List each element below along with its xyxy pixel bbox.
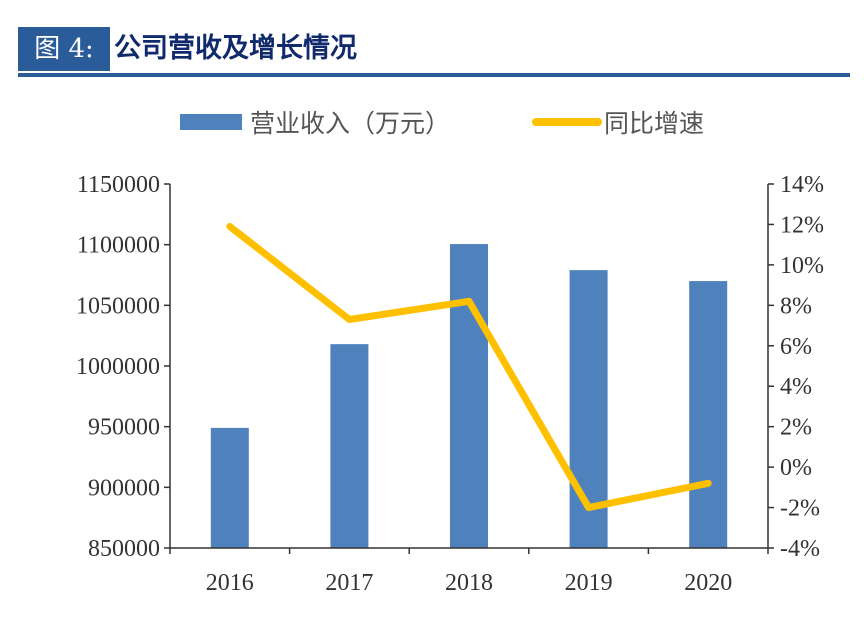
x-tick-label: 2019 bbox=[565, 570, 613, 596]
legend-label-revenue: 营业收入（万元） bbox=[250, 109, 450, 138]
bar-2017 bbox=[330, 344, 369, 548]
right-tick-label: 14% bbox=[780, 172, 824, 198]
left-tick-label: 850000 bbox=[88, 536, 160, 562]
title-divider bbox=[18, 73, 850, 77]
right-tick-label: -2% bbox=[780, 496, 820, 522]
legend-label-growth: 同比增速 bbox=[604, 109, 704, 138]
right-tick-label: 12% bbox=[780, 212, 824, 238]
legend: 营业收入（万元） 同比增速 bbox=[180, 109, 704, 138]
bar-2020 bbox=[689, 281, 728, 548]
right-tick-label: -4% bbox=[780, 536, 820, 562]
x-tick-label: 2020 bbox=[684, 570, 732, 596]
left-tick-label: 950000 bbox=[88, 415, 160, 441]
x-tick-label: 2016 bbox=[206, 570, 254, 596]
left-tick-label: 1150000 bbox=[77, 172, 160, 198]
x-tick-label: 2018 bbox=[445, 570, 493, 596]
legend-swatch-bar bbox=[180, 114, 242, 130]
bar-2018 bbox=[450, 244, 488, 548]
left-tick-label: 1000000 bbox=[76, 354, 160, 380]
chart-title: 公司营收及增长情况 bbox=[114, 33, 357, 64]
x-tick-label: 2017 bbox=[325, 570, 373, 596]
right-tick-label: 10% bbox=[780, 253, 824, 279]
right-tick-label: 0% bbox=[780, 455, 812, 481]
right-tick-label: 4% bbox=[780, 374, 812, 400]
right-tick-label: 6% bbox=[780, 334, 812, 360]
right-tick-label: 8% bbox=[780, 293, 812, 319]
left-tick-label: 1100000 bbox=[77, 233, 160, 259]
bar-2016 bbox=[210, 427, 249, 548]
figure-label: 图 4: bbox=[18, 27, 110, 71]
left-tick-label: 1050000 bbox=[76, 293, 160, 319]
right-tick-label: 2% bbox=[780, 415, 812, 441]
left-tick-label: 900000 bbox=[88, 475, 160, 501]
